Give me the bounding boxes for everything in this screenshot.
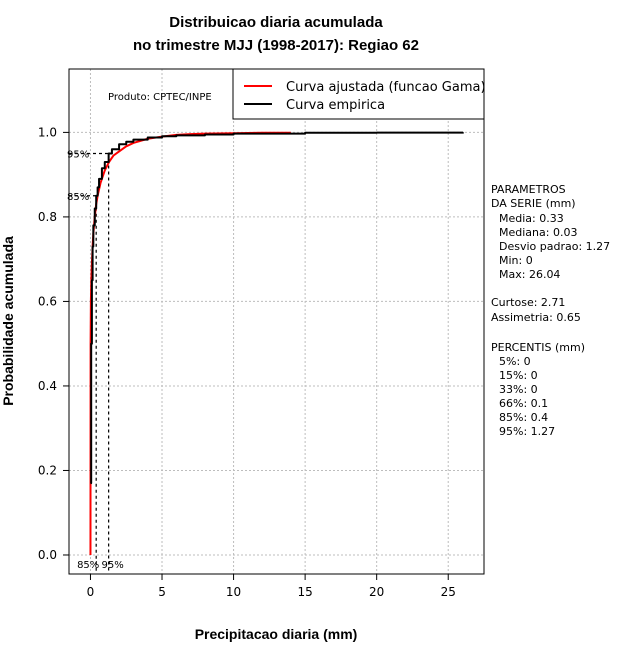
reference-label-left: 95% (67, 150, 89, 161)
y-tick-label: 0.6 (38, 294, 57, 308)
percentil-15: 15%: 0 (499, 369, 538, 382)
x-tick-label: 20 (369, 585, 384, 599)
y-axis-title: Probabilidade acumulada (0, 236, 16, 406)
percentile-reference-lines: 85%85%95%95% (67, 150, 124, 574)
y-tick-label: 0.8 (38, 210, 57, 224)
param-max: Max: 26.04 (499, 268, 560, 281)
x-axis-title: Precipitacao diaria (mm) (195, 626, 358, 642)
series-line-fitted (89, 131, 291, 555)
legend-box (232, 68, 485, 120)
y-tick-label: 1.0 (38, 125, 57, 139)
statistics-panel: PARAMETROS DA SERIE (mm) Media: 0.33 Med… (491, 183, 610, 438)
legend-label-fitted: Curva ajustada (funcao Gama) (286, 80, 486, 95)
y-tick-label: 0.2 (38, 463, 57, 477)
percentis-title: PERCENTIS (mm) (491, 341, 585, 354)
parametros-title-1: PARAMETROS (491, 183, 566, 196)
y-tick-label: 0.0 (38, 548, 57, 562)
legend: Curva ajustada (funcao Gama) Curva empir… (232, 68, 486, 120)
x-tick-label: 5 (158, 585, 166, 599)
percentil-95: 95%: 1.27 (499, 425, 555, 438)
x-tick-label: 15 (297, 585, 312, 599)
chart-subtitle: no trimestre MJJ (1998-2017): Regiao 62 (133, 37, 419, 54)
y-axis: 0.0 0.2 0.4 0.6 0.8 1.0 (38, 125, 69, 562)
legend-label-empirical: Curva empirica (286, 98, 385, 113)
x-tick-label: 0 (87, 585, 95, 599)
x-axis: 0 5 10 15 20 25 (87, 574, 456, 599)
x-tick-label: 10 (226, 585, 241, 599)
param-media: Media: 0.33 (499, 212, 564, 225)
param-assimetria: Assimetria: 0.65 (491, 311, 581, 324)
percentil-33: 33%: 0 (499, 383, 538, 396)
reference-label-bottom: 85% (77, 560, 99, 571)
series-group (89, 131, 465, 555)
x-tick-label: 25 (441, 585, 456, 599)
chart-title: Distribuicao diaria acumulada (169, 14, 383, 31)
param-min: Min: 0 (499, 254, 533, 267)
product-label: Produto: CPTEC/INPE (108, 92, 212, 103)
percentil-85: 85%: 0.4 (499, 411, 548, 424)
percentil-66: 66%: 0.1 (499, 397, 548, 410)
param-mediana: Mediana: 0.03 (499, 226, 577, 239)
param-desvio: Desvio padrao: 1.27 (499, 240, 610, 253)
param-curtose: Curtose: 2.71 (491, 296, 565, 309)
percentil-5: 5%: 0 (499, 355, 531, 368)
parametros-title-2: DA SERIE (mm) (491, 197, 576, 210)
reference-label-left: 85% (67, 192, 89, 203)
reference-label-bottom: 95% (102, 560, 124, 571)
series-line-empirical (90, 131, 465, 485)
y-tick-label: 0.4 (38, 379, 57, 393)
